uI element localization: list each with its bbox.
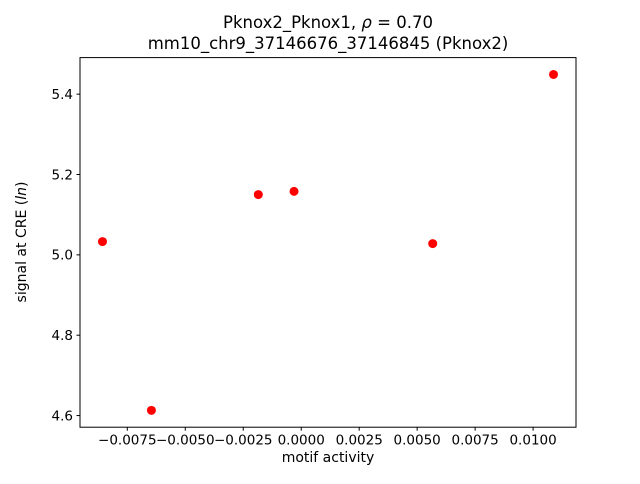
chart-title-line2: mm10_chr9_37146676_37146845 (Pknox2) xyxy=(148,34,509,54)
x-tick-label: 0.0050 xyxy=(394,433,441,449)
x-tick-label: 0.0000 xyxy=(278,433,325,449)
axis-ticks: −0.0075 −0.0050 −0.0025 0.0000 0.0025 0.0050 0… xyxy=(52,87,557,449)
data-point xyxy=(549,69,559,79)
chart-title-line1: Pknox2_Pknox1, ρ = 0.70 xyxy=(223,13,433,33)
y-tick-label: 5.2 xyxy=(52,167,73,183)
x-tick-label: 0.0025 xyxy=(336,433,383,449)
x-axis-label: motif activity xyxy=(282,450,375,466)
y-axis-label: signal at CRE (ln) xyxy=(14,182,30,303)
data-point xyxy=(97,237,107,247)
x-tick-label: −0.0025 xyxy=(214,433,273,449)
y-tick-label: 4.6 xyxy=(52,408,73,424)
x-tick-label: −0.0075 xyxy=(98,433,157,449)
data-point xyxy=(146,405,156,415)
x-tick-label: 0.0100 xyxy=(509,433,556,449)
y-tick-label: 5.4 xyxy=(52,87,73,103)
y-tick-label: 5.0 xyxy=(52,248,73,264)
x-tick-label: 0.0075 xyxy=(452,433,499,449)
axes-box xyxy=(79,57,577,428)
rho-symbol: ρ xyxy=(361,13,372,32)
scatter-points xyxy=(97,69,559,415)
y-tick-label: 4.8 xyxy=(52,328,73,344)
data-point xyxy=(253,190,263,200)
x-tick-label: −0.0050 xyxy=(156,433,215,449)
data-point xyxy=(289,186,299,196)
data-point xyxy=(428,239,438,249)
